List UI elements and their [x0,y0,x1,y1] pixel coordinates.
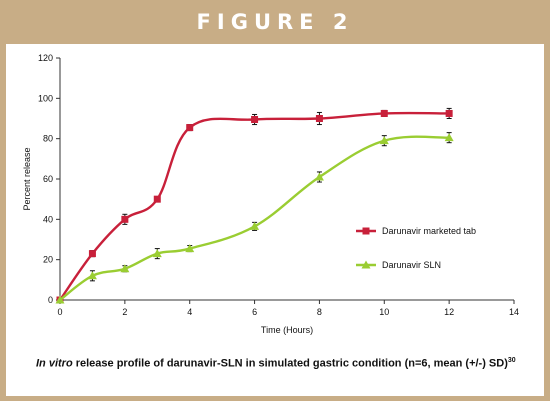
legend-marker [361,260,371,269]
data-point [250,221,260,230]
y-tick-label: 20 [43,255,53,265]
data-point [55,295,65,304]
x-axis-title: Time (Hours) [261,325,313,335]
legend-marker [362,227,370,235]
data-point [379,136,389,145]
data-point [121,215,129,223]
x-tick-label: 0 [57,307,62,317]
data-point [315,115,323,122]
y-tick-label: 100 [38,93,53,103]
y-tick-label: 60 [43,174,53,184]
legend-label: Darunavir SLN [382,260,441,270]
release-chart: 0 20 40 60 80 100 120 0 2 4 6 8 10 12 14 Time (Hours) Pe… [22,53,519,335]
data-point [120,264,130,273]
data-point [251,116,259,124]
y-tick-label: 120 [38,53,53,63]
x-tick-label: 2 [122,307,127,317]
series-line-1 [59,135,450,301]
data-point [444,133,454,142]
series-line-0 [59,111,450,301]
data-point [153,195,161,203]
x-tick-label: 14 [509,307,519,317]
caption-italic: In vitro [36,357,73,370]
data-point [87,271,97,280]
figure-title: FIGURE 2 [196,10,354,34]
data-point [445,109,453,117]
legend-label: Darunavir marketed tab [382,226,476,236]
x-tick-label: 12 [444,307,454,317]
x-tick-label: 4 [187,307,192,317]
data-point [314,172,324,181]
figure-banner: FIGURE 2 [0,0,550,44]
y-axis-title: Percent release [22,147,32,210]
y-tick-label: 40 [43,214,53,224]
caption-ref: 30 [507,357,516,364]
y-tick-label: 80 [43,134,53,144]
data-point [380,109,388,117]
x-tick-label: 8 [317,307,322,317]
x-tick-label: 6 [252,307,257,317]
figure-panel: 0 20 40 60 80 100 120 0 2 4 6 8 10 12 14 Time (Hours) Pe… [6,44,544,396]
caption-text: release profile of darunavir-SLN in simu… [72,357,508,370]
data-point [88,250,96,258]
data-point [186,124,194,132]
data-point [152,249,162,258]
x-tick-label: 10 [379,307,389,317]
figure-caption: In vitro release profile of darunavir-SL… [36,357,536,370]
y-tick-label: 0 [48,295,53,305]
data-point [185,244,195,253]
